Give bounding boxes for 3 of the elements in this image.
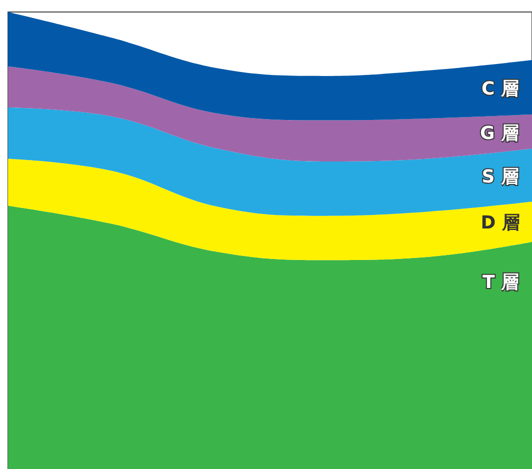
series-label: S 層: [482, 166, 520, 188]
series-label: G 層: [480, 123, 520, 144]
series-label: C 層: [482, 78, 520, 100]
